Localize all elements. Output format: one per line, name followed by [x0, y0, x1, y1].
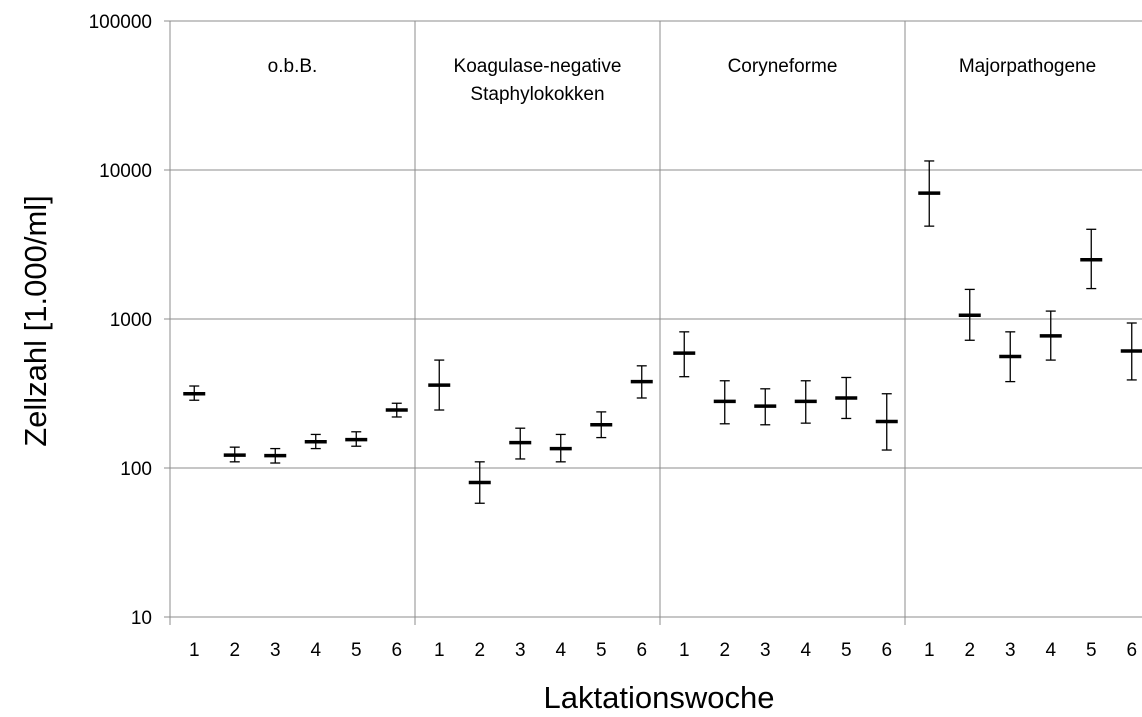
x-tick-label: 2: [964, 640, 975, 661]
axes: [164, 20, 1142, 625]
x-tick-label: 1: [189, 640, 200, 661]
x-tick-label: 1: [679, 640, 690, 661]
group-labels: o.b.B. Koagulase-negative Staphylokokken Co…: [268, 56, 1096, 105]
y-tick-labels: 10 100 1000 10000 100000: [89, 12, 152, 629]
y-tick-label: 1000: [110, 310, 152, 331]
x-tick-label: 3: [1005, 640, 1016, 661]
data-marks: [183, 160, 1142, 504]
x-tick-label: 5: [1086, 640, 1097, 661]
x-tick-label: 2: [229, 640, 240, 661]
x-tick-label: 4: [800, 640, 811, 661]
group-label: Staphylokokken: [470, 84, 604, 105]
y-tick-label: 10000: [99, 161, 152, 182]
grid-lines: [170, 20, 1142, 617]
x-tick-label: 1: [924, 640, 935, 661]
x-tick-label: 4: [555, 640, 566, 661]
group-label: Majorpathogene: [959, 56, 1096, 77]
group-label: o.b.B.: [268, 56, 318, 77]
y-tick-label: 100: [120, 459, 152, 480]
x-tick-label: 2: [474, 640, 485, 661]
y-tick-label: 100000: [89, 12, 152, 33]
x-tick-label: 6: [1126, 640, 1137, 661]
y-tick-label: 10: [131, 608, 152, 629]
x-tick-label: 5: [596, 640, 607, 661]
x-tick-label: 6: [391, 640, 402, 661]
x-tick-label: 2: [719, 640, 730, 661]
x-tick-label: 3: [760, 640, 771, 661]
x-axis-title: Laktationswoche: [544, 680, 775, 715]
x-tick-label: 4: [1045, 640, 1056, 661]
x-tick-label: 1: [434, 640, 445, 661]
x-tick-label: 6: [881, 640, 892, 661]
x-tick-label: 3: [270, 640, 281, 661]
group-label: Koagulase-negative: [454, 56, 622, 77]
group-label: Coryneforme: [728, 56, 838, 77]
x-tick-label: 5: [841, 640, 852, 661]
x-tick-labels: 1 2 3 4 5 6 1 2 3 4 5 6 1 2 3 4 5 6 1 2 3 4 5 6: [189, 640, 1137, 661]
x-tick-label: 6: [636, 640, 647, 661]
x-tick-label: 3: [515, 640, 526, 661]
y-axis-title: Zellzahl [1.000/ml]: [18, 195, 53, 447]
x-tick-label: 4: [310, 640, 321, 661]
x-tick-label: 5: [351, 640, 362, 661]
